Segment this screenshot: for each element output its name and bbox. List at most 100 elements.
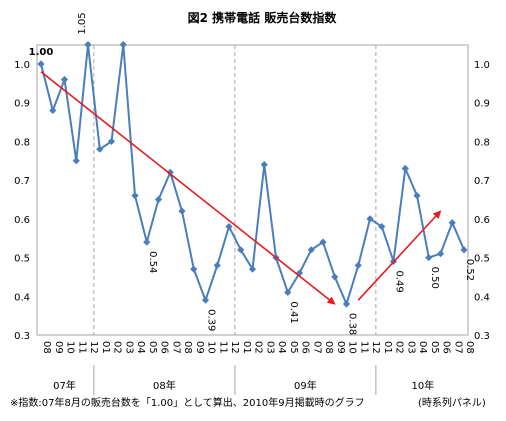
data-point <box>178 207 186 215</box>
chart-title: 図2 携帯電話 販売台数指数 <box>188 10 338 25</box>
y-tick-label-left: 1.0 <box>14 60 30 71</box>
x-tick-label: 09 <box>194 341 205 354</box>
data-label: 1.05 <box>77 12 88 34</box>
x-tick-label: 09 <box>53 341 64 354</box>
y-tick-label-left: 0.5 <box>14 254 30 265</box>
data-point <box>166 168 174 176</box>
data-point <box>237 246 245 254</box>
data-point <box>49 106 57 115</box>
data-point <box>448 219 456 227</box>
x-tick-label: 05 <box>429 341 440 354</box>
data-point <box>143 238 151 246</box>
x-tick-label: 01 <box>382 341 393 354</box>
data-point <box>354 261 362 269</box>
data-label: 1.00 <box>29 47 54 58</box>
x-tick-label: 11 <box>217 341 228 354</box>
x-tick-label: 06 <box>300 341 311 354</box>
x-tick-label: 07 <box>170 341 181 354</box>
data-point <box>284 288 292 297</box>
x-tick-label: 08 <box>464 341 475 354</box>
x-tick-label: 07 <box>311 341 322 354</box>
x-tick-label: 05 <box>288 341 299 354</box>
year-label: 09年 <box>294 379 317 392</box>
y-tick-label-right: 0.8 <box>474 137 490 148</box>
data-label: 0.39 <box>206 309 217 331</box>
x-tick-label: 05 <box>147 341 158 354</box>
data-point <box>401 164 409 173</box>
y-tick-label-left: 0.8 <box>14 137 30 148</box>
data-point <box>201 296 210 304</box>
year-label: 07年 <box>53 379 76 392</box>
x-tick-label: 01 <box>241 341 252 354</box>
data-point <box>378 223 386 231</box>
x-tick-label: 03 <box>123 341 134 354</box>
data-point <box>460 246 468 254</box>
y-tick-label-left: 0.7 <box>14 176 30 187</box>
x-tick-label: 02 <box>112 341 123 354</box>
data-point <box>84 41 92 49</box>
data-label: 0.41 <box>288 301 299 323</box>
x-tick-label: 07 <box>452 341 463 354</box>
y-tick-label-right: 0.9 <box>474 99 490 110</box>
data-point <box>366 215 374 223</box>
y-tick-label-right: 0.6 <box>474 215 490 226</box>
x-tick-label: 10 <box>206 341 217 354</box>
data-point <box>107 137 116 146</box>
y-tick-label-left: 0.3 <box>14 331 30 342</box>
data-point <box>131 192 139 200</box>
footnote-left: ※指数:07年8月の販売台数を「1.00」として算出、2010年9月掲載時のグラ… <box>10 396 365 409</box>
data-point <box>413 192 421 200</box>
x-tick-label: 08 <box>323 341 334 354</box>
data-point <box>425 253 433 262</box>
x-tick-label: 10 <box>65 341 76 354</box>
data-point <box>319 238 327 246</box>
x-tick-label: 10 <box>347 341 358 354</box>
x-tick-label: 03 <box>405 341 416 354</box>
data-point <box>190 265 198 273</box>
x-tick-label: 11 <box>76 341 87 354</box>
footnote-right: (時系列パネル) <box>418 396 486 409</box>
data-point <box>154 195 163 204</box>
y-tick-label-right: 0.3 <box>474 331 490 342</box>
x-tick-label: 12 <box>370 341 381 354</box>
data-point <box>331 273 339 281</box>
y-tick-label-right: 0.7 <box>474 176 490 187</box>
x-tick-label: 02 <box>394 341 405 354</box>
year-label: 08年 <box>153 379 176 392</box>
y-tick-label-right: 1.0 <box>474 60 490 71</box>
series-line <box>40 44 465 307</box>
year-label: 10年 <box>412 379 435 392</box>
data-label: 0.52 <box>464 259 475 281</box>
x-tick-label: 11 <box>358 341 369 354</box>
data-point <box>225 223 233 231</box>
data-point <box>119 41 127 49</box>
data-point <box>248 265 257 273</box>
x-tick-label: 04 <box>135 341 146 354</box>
x-tick-label: 12 <box>229 341 240 354</box>
data-label: 0.49 <box>394 270 405 292</box>
y-tick-label-left: 0.6 <box>14 215 30 226</box>
x-tick-label: 03 <box>264 341 275 354</box>
x-tick-label: 01 <box>100 341 111 354</box>
x-tick-label: 06 <box>441 341 452 354</box>
data-point <box>96 145 104 153</box>
trend-arrow <box>40 71 336 305</box>
data-point <box>213 261 221 269</box>
x-tick-label: 04 <box>417 341 428 354</box>
data-label: 0.54 <box>147 251 158 273</box>
data-label: 0.50 <box>429 267 440 289</box>
data-point <box>37 60 45 68</box>
x-tick-label: 08 <box>41 341 52 354</box>
x-tick-label: 04 <box>276 341 287 354</box>
y-tick-label-left: 0.4 <box>14 292 30 303</box>
plot-frame <box>36 44 469 336</box>
data-point <box>436 250 445 258</box>
x-tick-label: 06 <box>159 341 170 354</box>
x-tick-label: 08 <box>182 341 193 354</box>
plot-area: 0.3 0.3 0.4 0.4 0.5 0.5 0.6 0.6 0.7 0.7 0.8 0.8 0.9 0… <box>14 12 490 395</box>
x-tick-label: 12 <box>88 341 99 354</box>
data-point <box>342 300 351 308</box>
y-tick-label-left: 0.9 <box>14 99 30 110</box>
data-point <box>60 75 69 84</box>
